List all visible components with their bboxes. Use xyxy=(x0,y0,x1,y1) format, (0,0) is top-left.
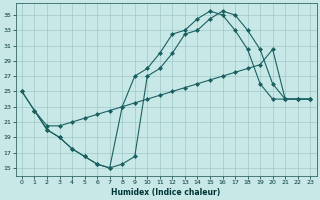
X-axis label: Humidex (Indice chaleur): Humidex (Indice chaleur) xyxy=(111,188,221,197)
